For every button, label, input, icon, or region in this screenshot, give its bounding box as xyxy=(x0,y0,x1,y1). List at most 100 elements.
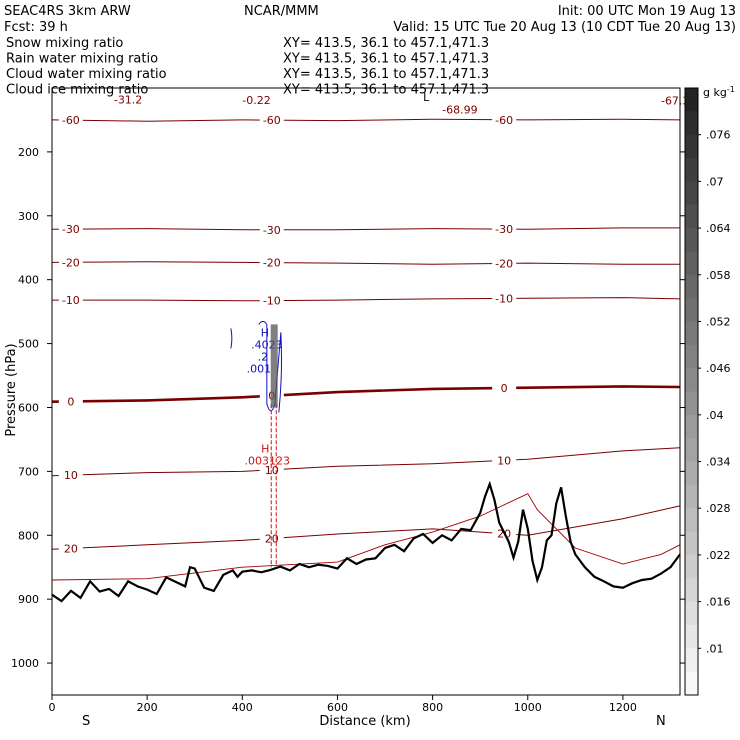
isotherm-label: 20 xyxy=(64,542,78,555)
isotherm-label: -30 xyxy=(62,223,80,236)
isotherm-label: 20 xyxy=(265,532,279,545)
forecast-hour: Fcst: 39 h xyxy=(4,20,68,35)
isotherm-line xyxy=(52,297,681,302)
isotherm-label-bg xyxy=(259,531,284,545)
isotherm-label: 0 xyxy=(67,395,74,408)
colorbar-tick-label: .01 xyxy=(706,642,724,655)
field-legend: Snow mixing ratio XY= 413.5, 36.1 to 457.… xyxy=(6,36,489,98)
isotherm-label: -10 xyxy=(495,292,513,305)
isotherm-label-bg xyxy=(492,291,517,305)
rain-water-max-label: .003123 xyxy=(244,454,290,467)
field-name: Snow mixing ratio xyxy=(6,36,123,51)
isotherm-label-bg xyxy=(492,453,517,467)
isotherm-line xyxy=(51,505,681,550)
colorbar-swatch xyxy=(685,298,698,322)
colorbar-swatch xyxy=(685,88,698,112)
colorbar-unit: g kg-1 xyxy=(703,85,735,99)
isotherm-label: -20 xyxy=(495,257,513,270)
field-name: Cloud water mixing ratio xyxy=(6,67,167,82)
isotherm-label: -20 xyxy=(62,256,80,269)
x-tick-label: 1200 xyxy=(609,701,637,714)
isotherm-label: 10 xyxy=(497,454,511,467)
isotherm-line xyxy=(51,447,681,477)
colorbar-tick-label: .028 xyxy=(706,502,731,515)
colorbar-frame xyxy=(684,87,699,696)
isotherm-label-bg xyxy=(58,293,83,307)
colorbar-swatch xyxy=(685,438,698,463)
y-tick-label: 700 xyxy=(18,465,39,478)
x-tick-label: 1000 xyxy=(514,701,542,714)
y-tick-label: 1000 xyxy=(11,657,39,670)
contour-label: -31.2 xyxy=(114,93,142,106)
colorbar-swatch xyxy=(685,508,698,533)
colorbar-swatch xyxy=(685,648,698,673)
colorbar-swatch xyxy=(685,671,698,696)
cloud-water-min-label: .001 xyxy=(247,362,272,375)
colorbar-swatch xyxy=(685,134,698,159)
y-tick-label: 800 xyxy=(18,529,39,542)
cloud-water-contour-label: .2 xyxy=(258,350,269,363)
y-tick-label: 300 xyxy=(18,210,39,223)
colorbar-tick-label: .058 xyxy=(706,269,731,282)
field-name: Cloud ice mixing ratio xyxy=(6,83,148,98)
terrain-envelope-line xyxy=(51,493,681,581)
field-xy: XY= 413.5, 36.1 to 457.1,471.3 xyxy=(283,83,489,98)
colorbar-tick-label: .064 xyxy=(706,222,731,235)
y-tick-label: 200 xyxy=(18,146,39,159)
plot-frame xyxy=(51,87,681,696)
colorbar-swatch xyxy=(685,274,698,299)
isotherm-label: -20 xyxy=(263,257,281,270)
isotherm-label: -10 xyxy=(62,294,80,307)
cloud-ice-low-marker: L xyxy=(423,91,430,104)
isotherm-label-bg xyxy=(259,255,284,269)
colorbar-swatch xyxy=(685,578,698,603)
colorbar-tick-label: .052 xyxy=(706,315,731,328)
isotherm-label-bg xyxy=(259,222,284,236)
colorbar-swatch xyxy=(685,321,698,346)
colorbar-tick-label: .046 xyxy=(706,362,731,375)
colorbar-swatch xyxy=(685,158,698,182)
x-axis-title: Distance (km) xyxy=(319,714,410,729)
isotherm-label-bg xyxy=(492,380,517,394)
colorbar-tick-label: .034 xyxy=(706,456,731,469)
model-title: SEAC4RS 3km ARW xyxy=(4,4,131,19)
colorbar-tick-label: .022 xyxy=(706,549,731,562)
isotherm-line xyxy=(51,118,681,122)
isotherm-label: -60 xyxy=(263,114,281,127)
cloud-water-contour xyxy=(230,328,233,349)
snow-shading xyxy=(270,324,278,408)
x-tick-label: 0 xyxy=(49,701,56,714)
isotherm-label: 10 xyxy=(265,464,279,477)
isotherm-label: -30 xyxy=(263,224,281,237)
contour-label: -68.99 xyxy=(442,104,477,117)
isotherm-label-bg xyxy=(58,255,83,269)
colorbar-swatch xyxy=(685,624,698,649)
isotherm-line xyxy=(51,385,681,403)
colorbar-swatch xyxy=(685,181,698,206)
colorbar-swatch xyxy=(685,228,698,252)
colorbar-tick-label: .076 xyxy=(706,129,731,142)
colorbar-tick-label: .07 xyxy=(706,175,724,188)
x-tick-label: 200 xyxy=(137,701,158,714)
colorbar-tick-label: .016 xyxy=(706,596,731,609)
field-xy: XY= 413.5, 36.1 to 457.1,471.3 xyxy=(283,52,489,67)
isotherm-label: -30 xyxy=(495,223,513,236)
y-tick-label: 500 xyxy=(18,338,39,351)
plot-area: -60-60-60-30-30-30-20-20-20-10-10-100001… xyxy=(51,91,696,603)
isotherm-line xyxy=(51,227,680,231)
y-tick-label: 400 xyxy=(18,274,39,287)
north-label: N xyxy=(656,714,666,729)
colorbar-swatch xyxy=(685,204,698,229)
isotherm-label: 10 xyxy=(64,469,78,482)
isotherm-label-bg xyxy=(58,113,83,127)
colorbar-swatch xyxy=(685,414,698,439)
isotherm-line xyxy=(51,261,680,265)
x-tick-label: 400 xyxy=(232,701,253,714)
isotherm-label-bg xyxy=(58,468,83,482)
isotherm-label: -60 xyxy=(495,114,513,127)
field-xy: XY= 413.5, 36.1 to 457.1,471.3 xyxy=(283,36,489,51)
isotherm-label-bg xyxy=(492,256,517,270)
south-label: S xyxy=(82,714,90,729)
